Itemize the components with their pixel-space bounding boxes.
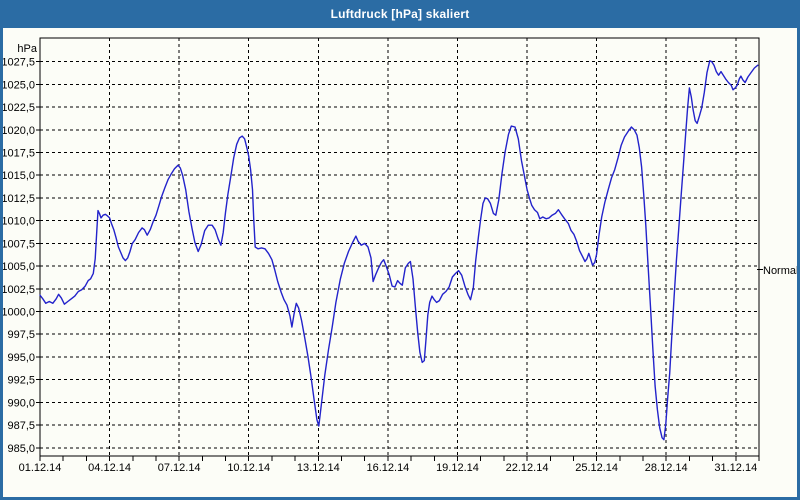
- y-tick-label: 1017,5: [1, 147, 35, 159]
- y-tick-label: 1000,0: [1, 307, 35, 319]
- y-tick-label: 1020,0: [1, 125, 35, 137]
- y-tick-label: 1022,5: [1, 102, 35, 114]
- x-tick-label: 19.12.14: [436, 462, 479, 474]
- x-tick-label: 07.12.14: [158, 462, 201, 474]
- y-tick-label: 997,5: [7, 329, 35, 341]
- y-tick-label: 1002,5: [1, 284, 35, 296]
- x-tick-label: 04.12.14: [88, 462, 131, 474]
- y-tick-label: 1025,0: [1, 79, 35, 91]
- y-axis-unit-label: hPa: [17, 43, 37, 55]
- x-tick-label: 10.12.14: [227, 462, 270, 474]
- x-tick-label: 25.12.14: [575, 462, 618, 474]
- y-tick-label: 995,0: [7, 352, 35, 364]
- y-tick-label: 1027,5: [1, 57, 35, 69]
- x-tick-label: 31.12.14: [714, 462, 757, 474]
- y-tick-label: 1012,5: [1, 193, 35, 205]
- y-tick-label: 990,0: [7, 397, 35, 409]
- y-tick-label: 985,0: [7, 443, 35, 455]
- window-title: Luftdruck [hPa] skaliert: [330, 7, 470, 21]
- y-tick-label: 1005,0: [1, 261, 35, 273]
- window-titlebar: Luftdruck [hPa] skaliert: [0, 0, 800, 28]
- plot-border: [39, 37, 760, 457]
- normal-annotation-label: Normal: [763, 265, 798, 277]
- x-tick-label: 22.12.14: [506, 462, 549, 474]
- x-tick-label: 13.12.14: [297, 462, 340, 474]
- y-tick-label: 1007,5: [1, 238, 35, 250]
- y-tick-label: 987,5: [7, 420, 35, 432]
- x-tick-label: 01.12.14: [19, 462, 62, 474]
- y-tick-label: 992,5: [7, 375, 35, 387]
- pressure-curve: [39, 60, 759, 441]
- x-tick-label: 28.12.14: [645, 462, 688, 474]
- y-tick-label: 1010,0: [1, 216, 35, 228]
- x-tick-label: 16.12.14: [366, 462, 409, 474]
- y-tick-label: 1015,0: [1, 170, 35, 182]
